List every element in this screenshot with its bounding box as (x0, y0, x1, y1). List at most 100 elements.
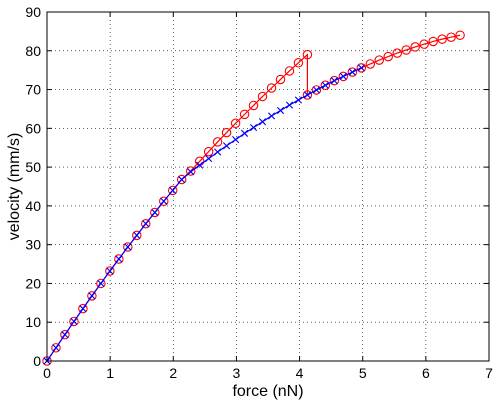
data-point-cross (303, 91, 311, 99)
data-point-cross (276, 106, 285, 115)
x-tick-label: 2 (169, 365, 177, 381)
data-point-circle (383, 51, 393, 62)
x-tick-label: 0 (43, 365, 51, 381)
data-point-cross (205, 154, 213, 163)
data-point-circle (176, 174, 187, 185)
data-point-cross (267, 112, 276, 120)
y-tick-label: 90 (25, 4, 41, 20)
data-point-cross (169, 186, 177, 194)
x-tick-label: 7 (485, 365, 493, 381)
data-point-circle (401, 45, 411, 55)
data-point-circle (302, 49, 313, 60)
data-point-cross (133, 231, 141, 239)
data-point-cross (357, 64, 365, 72)
data-point-cross (160, 197, 168, 205)
data-point-circle (410, 42, 420, 52)
data-point-cross (115, 255, 123, 263)
data-point-circle (105, 266, 115, 276)
data-point-cross (79, 305, 87, 313)
data-point-cross (187, 168, 195, 176)
data-point-circle (123, 242, 133, 252)
data-point-cross (142, 220, 150, 228)
data-point-cross (106, 267, 114, 275)
data-point-cross (240, 129, 249, 137)
data-point-circle (437, 34, 447, 44)
data-point-cross (214, 148, 222, 156)
data-point-circle (141, 218, 151, 229)
data-point-circle (374, 55, 385, 65)
data-point-circle (329, 75, 340, 86)
data-point-circle (69, 316, 79, 327)
data-point-cross (178, 175, 186, 184)
x-tick-label: 4 (296, 365, 304, 381)
data-point-circle (185, 166, 196, 176)
data-point-cross (61, 331, 69, 339)
data-point-circle (132, 230, 142, 241)
data-point-cross (222, 142, 231, 150)
series-crosses (43, 64, 365, 365)
data-point-circle (78, 303, 88, 314)
plot-frame (46, 11, 490, 362)
data-point-cross (249, 123, 258, 132)
data-point-circle (248, 100, 259, 111)
data-point-circle (212, 137, 223, 147)
data-point-cross (285, 101, 294, 109)
y-tick-label: 0 (33, 353, 41, 369)
data-point-circle (239, 109, 250, 120)
data-point-circle (320, 80, 331, 91)
data-point-circle (221, 127, 232, 138)
x-tick-label: 5 (359, 365, 367, 381)
data-point-circle (159, 196, 169, 206)
data-point-cross (339, 72, 347, 80)
data-point-circle (167, 185, 178, 196)
data-point-circle (293, 58, 304, 68)
data-point-circle (446, 32, 456, 42)
data-point-circle (356, 63, 367, 73)
data-point-circle (257, 91, 268, 102)
x-tick-label: 6 (422, 365, 430, 381)
data-point-circle (419, 39, 429, 49)
data-point-cross (312, 86, 321, 94)
data-point-circle (392, 48, 403, 58)
data-point-cross (97, 279, 105, 288)
data-point-cross (151, 208, 159, 217)
data-point-circle (203, 146, 214, 157)
y-tick-label: 30 (25, 237, 41, 253)
data-point-circle (347, 67, 358, 77)
data-point-cross (258, 118, 267, 126)
x-tick-label: 1 (106, 365, 114, 381)
series-layer (42, 30, 465, 366)
data-point-circle (455, 30, 465, 41)
data-point-circle (365, 59, 376, 69)
data-point-circle (275, 74, 286, 85)
data-point-circle (60, 329, 70, 340)
data-point-circle (302, 90, 313, 100)
data-point-circle (338, 71, 349, 82)
y-tick-label: 80 (25, 43, 41, 59)
data-point-cross (196, 161, 204, 169)
data-point-circle (230, 118, 241, 129)
data-point-cross (88, 292, 96, 300)
data-point-circle (266, 83, 277, 93)
data-point-circle (87, 291, 97, 301)
data-point-cross (124, 243, 132, 251)
y-tick-label: 70 (25, 82, 41, 98)
data-point-cross (70, 317, 78, 326)
y-tick-label: 60 (25, 120, 41, 136)
data-point-circle (311, 85, 322, 95)
data-point-cross (321, 81, 329, 89)
x-axis-label: force (nN) (232, 383, 303, 400)
data-point-cross (232, 135, 240, 144)
data-point-cross (52, 344, 60, 352)
data-point-circle (428, 36, 438, 47)
data-point-circle (114, 254, 124, 264)
data-point-circle (150, 207, 160, 218)
data-point-circle (51, 343, 61, 353)
data-point-cross (348, 68, 356, 76)
data-point-cross (330, 77, 338, 85)
y-tick-label: 20 (25, 275, 41, 291)
x-tick-label: 3 (233, 365, 241, 381)
data-point-circle (96, 278, 106, 289)
